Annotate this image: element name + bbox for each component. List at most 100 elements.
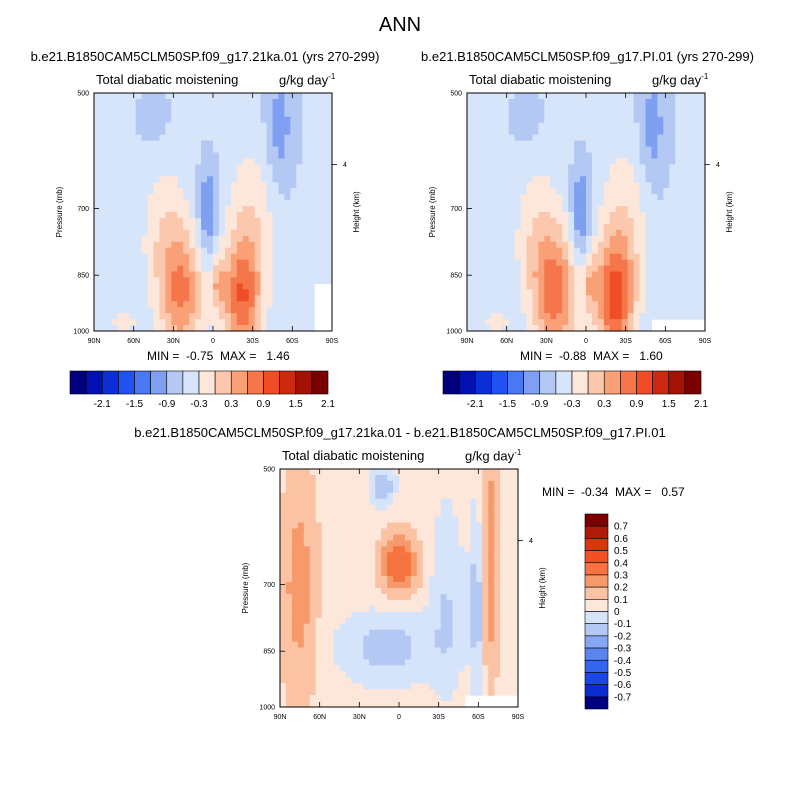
heatmap-cell: [272, 241, 280, 249]
heatmap-cell: [586, 223, 593, 231]
heatmap-cell: [422, 659, 430, 666]
colorbar-swatch: [584, 599, 609, 612]
heatmap-cell: [538, 194, 545, 201]
heatmap-cell: [123, 259, 131, 267]
heatmap-cell: [123, 188, 131, 195]
heatmap-cell: [351, 552, 358, 559]
heatmap-cell: [452, 659, 460, 666]
heatmap-cell: [248, 188, 256, 195]
heatmap-cell: [315, 611, 323, 619]
heatmap-cell: [351, 564, 358, 571]
heatmap-cell: [117, 206, 125, 213]
heatmap-cell: [171, 152, 178, 160]
heatmap-cell: [627, 98, 635, 106]
heatmap-cell: [284, 158, 291, 165]
heatmap-cell: [94, 93, 101, 100]
heatmap-cell: [171, 313, 178, 320]
heatmap-cell: [467, 200, 474, 207]
heatmap-cell: [580, 247, 587, 255]
heatmap-cell: [135, 110, 143, 118]
heatmap-cell: [123, 247, 131, 255]
heatmap-cell: [266, 158, 274, 165]
heatmap-cell: [321, 599, 329, 607]
heatmap-cell: [410, 617, 418, 625]
heatmap-cell: [621, 128, 629, 136]
heatmap-cell: [387, 582, 394, 589]
heatmap-cell: [506, 552, 513, 559]
heatmap-cell: [699, 158, 706, 165]
heatmap-cell: [296, 93, 303, 100]
heatmap-cell: [303, 629, 311, 637]
heatmap-cell: [440, 677, 448, 684]
heatmap-cell: [207, 283, 214, 290]
x-tick-label: 90N: [461, 338, 474, 345]
heatmap-cell: [105, 265, 113, 273]
panel1-units-label: g/kg day-1: [279, 72, 335, 87]
heatmap-cell: [177, 319, 184, 326]
heatmap-cell: [314, 212, 321, 219]
heatmap-cell: [381, 546, 388, 553]
heatmap-cell: [532, 164, 539, 171]
heatmap-cell: [248, 217, 256, 225]
heatmap-cell: [272, 164, 280, 171]
heatmap-cell: [532, 212, 539, 219]
heatmap-cell: [490, 289, 498, 296]
heatmap-cell: [687, 140, 694, 148]
heatmap-cell: [434, 564, 442, 571]
heatmap-cell: [633, 277, 641, 284]
heatmap-cell: [297, 492, 305, 500]
heatmap-cell: [297, 599, 305, 607]
heatmap-cell: [278, 93, 285, 100]
heatmap-cell: [512, 486, 519, 494]
x-tick-label: 30S: [619, 338, 632, 345]
heatmap-cell: [484, 259, 492, 267]
heatmap-cell: [177, 217, 184, 225]
heatmap-cell: [129, 271, 137, 279]
heatmap-cell: [99, 313, 107, 320]
heatmap-cell: [285, 617, 293, 625]
heatmap-cell: [123, 152, 131, 160]
heatmap-cell: [467, 122, 474, 130]
heatmap-cell: [315, 480, 323, 488]
heatmap-cell: [428, 641, 436, 649]
heatmap-cell: [201, 235, 208, 243]
heatmap-cell: [242, 93, 250, 100]
heatmap-cell: [494, 570, 501, 577]
heatmap-cell: [615, 212, 623, 219]
heatmap-cell: [272, 253, 280, 261]
heatmap-cell: [171, 200, 178, 207]
heatmap-cell: [135, 217, 143, 225]
heatmap-cell: [357, 635, 364, 643]
heatmap-cell: [645, 146, 653, 154]
heatmap-cell: [580, 122, 587, 130]
heatmap-cell: [544, 93, 551, 100]
heatmap-cell: [633, 116, 641, 124]
heatmap-cell: [597, 98, 605, 106]
heatmap-cell: [550, 98, 557, 106]
heatmap-cell: [159, 122, 166, 130]
heatmap-cell: [177, 182, 184, 189]
heatmap-cell: [357, 671, 364, 678]
heatmap-cell: [105, 319, 113, 326]
heatmap-cell: [308, 128, 315, 136]
heatmap-cell: [303, 695, 311, 702]
heatmap-cell: [399, 641, 406, 649]
heatmap-cell: [464, 582, 471, 589]
heatmap-cell: [230, 271, 238, 279]
heatmap-cell: [280, 546, 287, 553]
heatmap-cell: [532, 325, 539, 332]
heatmap-cell: [393, 593, 400, 601]
y-tick-label: 1000: [446, 329, 462, 336]
heatmap-cell: [675, 217, 682, 225]
heatmap-cell: [562, 313, 569, 320]
heatmap-cell: [177, 134, 184, 142]
heatmap-cell: [195, 134, 202, 142]
heatmap-cell: [189, 301, 196, 308]
heatmap-cell: [189, 122, 196, 130]
heatmap-cell: [297, 469, 305, 476]
heatmap-cell: [339, 510, 347, 518]
heatmap-cell: [153, 152, 161, 160]
heatmap-cell: [177, 325, 184, 332]
heatmap-cell: [476, 540, 483, 547]
heatmap-cell: [639, 188, 647, 195]
